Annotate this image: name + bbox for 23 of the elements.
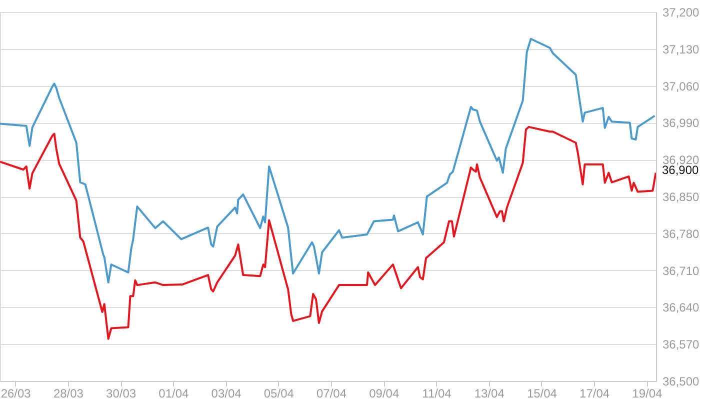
x-tick-label: 11/04 <box>422 386 452 399</box>
x-tick-label: 13/04 <box>474 386 505 399</box>
x-tick-label: 09/04 <box>369 386 400 399</box>
y-tick-label: 37,130 <box>662 42 700 56</box>
y-tick-label: 36,990 <box>662 116 700 130</box>
x-tick-label: 28/03 <box>53 386 84 399</box>
y-tick-label: 36,640 <box>662 300 700 315</box>
x-tick-label: 03/04 <box>211 386 242 399</box>
y-tick-label: 36,780 <box>662 226 700 241</box>
x-tick-label: 30/03 <box>106 386 136 399</box>
x-tick-label: 19/04 <box>632 386 663 399</box>
x-tick-label: 05/04 <box>264 386 294 399</box>
y-tick-label: 36,500 <box>662 374 700 388</box>
y-tick-label: 36,570 <box>662 338 700 352</box>
y-tick-label: 36,850 <box>662 190 700 204</box>
y-tick-label: 37,200 <box>662 6 700 20</box>
x-tick-label: 26/03 <box>0 386 32 399</box>
x-tick-label: 17/04 <box>580 386 610 399</box>
x-tick-label: 07/04 <box>316 386 347 399</box>
x-tick-label: 15/04 <box>526 386 558 399</box>
x-tick-label: 01/04 <box>158 386 190 399</box>
y-tick-label: 36,710 <box>662 264 700 278</box>
y-tick-label: 37,060 <box>662 79 700 94</box>
